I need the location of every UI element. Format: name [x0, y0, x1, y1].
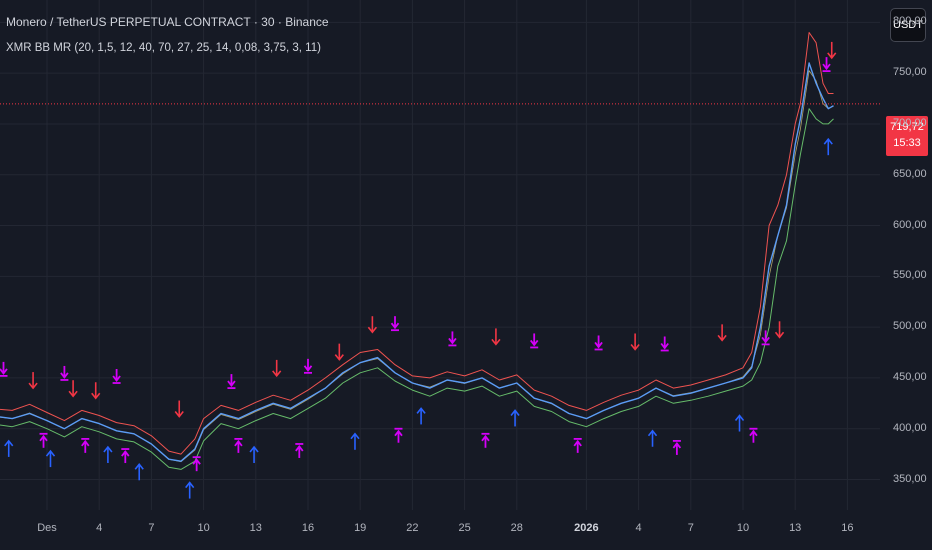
price-axis-label: 700,00	[893, 116, 927, 129]
exit-long-marker	[60, 365, 69, 381]
exit-long-marker	[390, 316, 400, 332]
buy-signal-arrow	[510, 409, 520, 427]
exit-long-marker	[303, 358, 313, 374]
time-axis-label: 19	[354, 522, 367, 534]
upper-band-line	[0, 32, 834, 455]
time-axis-label: 16	[841, 522, 854, 534]
price-axis-label: 650,00	[893, 167, 927, 180]
exit-long-marker	[822, 57, 831, 73]
sell-signal-arrow	[68, 380, 78, 398]
sell-signal-arrow	[91, 382, 101, 400]
time-axis-label: 13	[249, 522, 262, 534]
time-axis-label: 28	[510, 522, 523, 534]
price-axis-label: 600,00	[893, 218, 927, 231]
last-price-tag: 719,72 15:33	[886, 116, 928, 156]
middle-band-line	[0, 70, 834, 463]
time-axis-label: 13	[789, 522, 802, 534]
buy-signal-arrow	[734, 414, 745, 432]
time-axis-label: 10	[736, 522, 750, 534]
exit-short-marker	[121, 448, 130, 464]
bar-countdown: 15:33	[893, 137, 921, 149]
price-axis-label: 800,00	[893, 15, 927, 28]
buy-signal-arrow	[350, 432, 360, 450]
exit-long-marker	[112, 369, 121, 384]
time-axis-label: 7	[148, 522, 155, 534]
time-axis-label: 10	[197, 522, 210, 534]
exit-short-marker	[81, 437, 90, 453]
exit-short-marker	[749, 427, 758, 443]
price-axis-label: 450,00	[893, 370, 927, 383]
buy-signal-arrow	[823, 137, 833, 156]
price-axis-label: 400,00	[893, 421, 927, 434]
sell-signal-arrow	[630, 333, 640, 351]
buy-signal-arrow	[103, 445, 113, 464]
buy-signal-arrow	[249, 445, 259, 464]
price-axis-label: 350,00	[893, 472, 927, 485]
exit-long-marker	[529, 333, 539, 349]
exit-long-marker	[227, 374, 236, 389]
exit-short-marker	[573, 437, 582, 453]
exit-short-marker	[234, 437, 243, 453]
currency-button[interactable]: USDT	[890, 8, 926, 42]
buy-signal-arrow	[4, 439, 14, 457]
sell-signal-arrow	[774, 321, 785, 339]
exit-short-marker	[192, 456, 201, 472]
exit-long-marker	[448, 331, 457, 347]
symbol-title[interactable]: Monero / TetherUS PERPETUAL CONTRACT · 3…	[6, 15, 329, 29]
price-axis-label: 500,00	[893, 320, 927, 333]
sell-signal-arrow	[717, 324, 727, 342]
sell-signal-arrow	[367, 316, 378, 334]
exit-long-marker	[594, 335, 603, 351]
buy-signal-arrow	[647, 429, 658, 447]
time-axis-label: 22	[406, 522, 419, 534]
time-axis-label: 25	[458, 522, 471, 534]
sell-signal-arrow	[334, 343, 344, 361]
exit-short-marker	[481, 432, 490, 448]
sell-signal-arrow	[174, 400, 184, 418]
time-axis-label: 16	[301, 522, 315, 534]
price-axis-label: 750,00	[893, 66, 927, 79]
sell-signal-arrow	[491, 328, 501, 346]
exit-long-marker	[660, 336, 669, 352]
sell-signal-arrow	[827, 41, 837, 60]
buy-signal-arrow	[45, 449, 56, 468]
buy-signal-arrow	[416, 407, 426, 425]
price-axis-label: 550,00	[893, 269, 927, 282]
time-axis-label: 2026	[574, 522, 599, 534]
time-axis-label: 4	[96, 522, 103, 534]
time-axis-label: 7	[687, 522, 694, 534]
time-axis-label: Des	[37, 522, 57, 534]
indicator-legend[interactable]: XMR BB MR (20, 1,5, 12, 40, 70, 27, 25, …	[6, 42, 321, 54]
buy-signal-arrow	[185, 481, 195, 499]
time-axis-label: 4	[635, 522, 642, 534]
sell-signal-arrow	[28, 372, 38, 390]
exit-short-marker	[672, 440, 682, 455]
buy-signal-arrow	[134, 463, 144, 481]
exit-short-marker	[394, 427, 403, 443]
exit-long-marker	[0, 361, 8, 377]
exit-short-marker	[39, 432, 48, 448]
sell-signal-arrow	[272, 359, 282, 378]
exit-short-marker	[295, 443, 304, 458]
lower-band-line	[0, 108, 834, 470]
exit-long-marker	[761, 330, 770, 346]
last-price-value: 719,72	[890, 121, 924, 133]
price-line	[0, 62, 834, 462]
